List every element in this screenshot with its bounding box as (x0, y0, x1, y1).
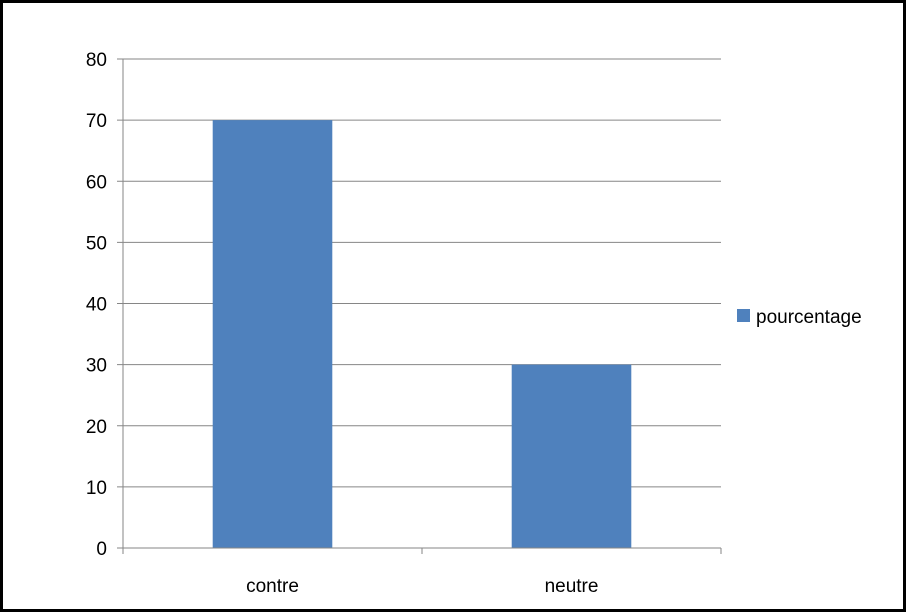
y-tick-label: 0 (96, 539, 107, 560)
y-tick-label: 20 (86, 417, 107, 438)
y-tick-label: 30 (86, 356, 107, 377)
legend: pourcentage (737, 307, 862, 328)
legend-swatch (737, 309, 750, 322)
y-tick-labels: 0 10 20 30 40 50 60 70 80 (86, 50, 107, 560)
y-tick-label: 40 (86, 295, 107, 316)
y-tick-label: 60 (86, 172, 107, 193)
y-tick-label: 80 (86, 50, 107, 71)
y-tick-label: 50 (86, 233, 107, 254)
bar-contre (212, 120, 333, 548)
bars (212, 120, 632, 548)
bar-neutre (511, 364, 632, 548)
axes (117, 58, 722, 554)
legend-label: pourcentage (756, 307, 862, 328)
y-tick-label: 10 (86, 478, 107, 499)
x-tick-label: neutre (545, 576, 599, 597)
x-tick-label: contre (246, 576, 299, 597)
y-tick-label: 70 (86, 111, 107, 132)
x-tick-labels: contre neutre (246, 576, 598, 597)
bar-chart: 0 10 20 30 40 50 60 70 80 contre neutre pourcenta… (86, 50, 862, 597)
